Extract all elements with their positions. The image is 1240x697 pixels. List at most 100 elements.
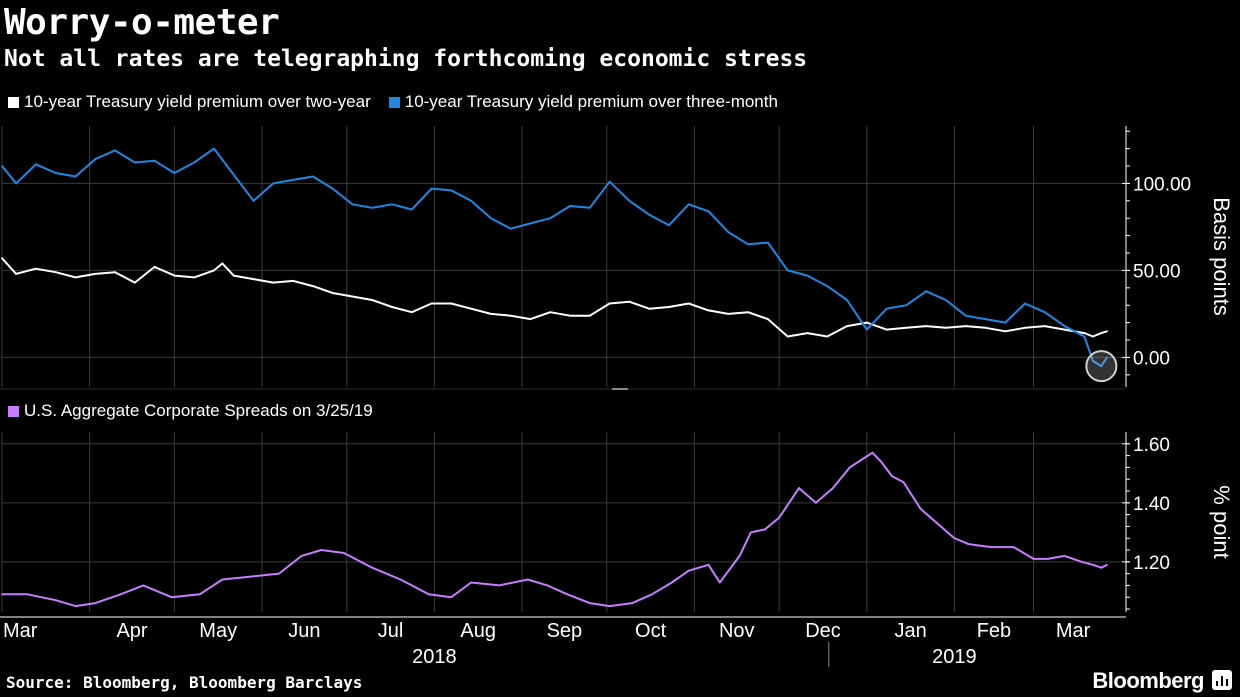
data-point — [588, 206, 591, 209]
data-point — [1092, 335, 1094, 338]
legend-swatch-purple — [8, 405, 19, 417]
data-point — [707, 309, 710, 312]
data-point — [114, 271, 116, 274]
data-point — [767, 318, 769, 320]
data-point — [1092, 563, 1094, 566]
data-point — [35, 267, 37, 270]
data-point — [905, 326, 908, 329]
data-point — [430, 187, 433, 190]
data-point — [953, 537, 956, 540]
data-point — [832, 487, 834, 489]
data-point — [213, 269, 215, 272]
data-point — [173, 274, 176, 277]
data-point — [964, 314, 967, 317]
data-point — [450, 302, 453, 305]
data-point — [984, 318, 987, 320]
data-point — [925, 325, 927, 327]
data-point — [1024, 326, 1026, 329]
y-tick-label: 50.00 — [1133, 261, 1181, 282]
data-point — [925, 290, 927, 293]
x-month-label: Aug — [460, 620, 496, 642]
y-tick-label: 1.20 — [1133, 553, 1170, 574]
data-point — [526, 578, 529, 581]
data-point — [300, 555, 303, 557]
data-point — [990, 546, 992, 548]
data-point — [566, 593, 569, 596]
data-point — [546, 584, 549, 587]
data-point — [891, 475, 894, 478]
data-point — [871, 451, 874, 454]
data-point — [1106, 356, 1108, 359]
data-point — [1, 593, 3, 596]
x-month-label: May — [199, 620, 237, 642]
x-month-label: Feb — [977, 620, 1011, 642]
legend-item-two-year: 10-year Treasury yield premium over two-… — [8, 92, 371, 112]
data-point — [391, 203, 393, 206]
data-point — [74, 605, 77, 607]
data-point — [806, 332, 809, 334]
x-year-label: 2018 — [412, 646, 457, 668]
data-point — [747, 311, 749, 314]
data-point — [668, 224, 670, 227]
data-point — [945, 299, 947, 301]
legend-swatch-white — [8, 96, 19, 108]
data-point — [331, 187, 334, 190]
data-point — [193, 276, 196, 279]
data-point — [198, 593, 201, 596]
data-point — [707, 563, 710, 566]
x-month-label: Jul — [378, 620, 404, 642]
data-point — [670, 581, 673, 584]
data-point — [1004, 330, 1007, 333]
data-point — [272, 281, 275, 284]
data-point — [750, 531, 752, 534]
data-point — [272, 182, 275, 185]
data-point — [1100, 332, 1103, 334]
data-point — [391, 306, 393, 308]
data-point — [292, 179, 294, 181]
data-point — [371, 299, 374, 301]
data-point — [1092, 360, 1094, 362]
data-point — [967, 543, 970, 545]
top-series-line-0 — [1, 257, 1108, 338]
data-point — [490, 313, 492, 315]
data-point — [919, 507, 922, 510]
data-point — [648, 307, 651, 310]
data-point — [1106, 330, 1108, 333]
data-point — [142, 584, 145, 587]
data-point — [232, 173, 235, 176]
data-point — [846, 299, 848, 301]
data-point — [984, 326, 987, 329]
data-point — [15, 182, 17, 185]
data-point — [94, 273, 97, 275]
data-point — [450, 596, 453, 599]
data-point — [1043, 325, 1046, 327]
data-point — [410, 208, 413, 211]
data-point — [430, 302, 433, 305]
x-month-label: Dec — [805, 620, 841, 642]
data-point — [1100, 566, 1103, 569]
data-point — [936, 522, 939, 525]
data-point — [351, 203, 354, 206]
legend-label-two-year: 10-year Treasury yield premium over two-… — [24, 92, 371, 111]
data-point — [628, 199, 631, 202]
data-point — [964, 325, 967, 327]
data-point — [252, 199, 255, 202]
data-point — [312, 285, 314, 287]
x-month-label: Sep — [547, 620, 583, 642]
data-point — [1032, 558, 1035, 560]
data-point — [846, 325, 848, 327]
data-point — [608, 605, 611, 607]
bottom-legend: U.S. Aggregate Corporate Spreads on 3/25… — [8, 401, 373, 421]
data-point — [767, 241, 769, 244]
data-point — [848, 466, 851, 469]
data-point — [252, 278, 255, 280]
data-point — [1063, 555, 1066, 557]
y-tick-label: 1.40 — [1133, 494, 1170, 515]
data-point — [54, 599, 57, 602]
source-note: Source: Bloomberg, Bloomberg Barclays — [6, 673, 363, 692]
data-point — [312, 175, 314, 178]
data-point — [1043, 311, 1046, 314]
y-tick-label: 0.00 — [1133, 348, 1170, 369]
inversion-highlight-circle — [1085, 350, 1118, 383]
